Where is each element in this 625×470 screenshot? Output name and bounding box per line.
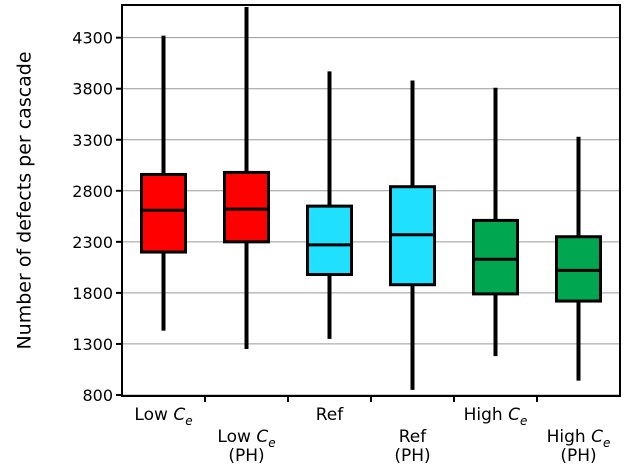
box-iqr bbox=[223, 170, 270, 244]
grid-lines bbox=[122, 37, 620, 396]
box-6 bbox=[555, 136, 602, 381]
y-tick-label: 2800 bbox=[72, 182, 113, 201]
box-iqr bbox=[306, 204, 353, 277]
x-category-label: Low Ce bbox=[134, 405, 192, 428]
y-axis-label: Number of defects per cascade bbox=[14, 51, 36, 349]
box-1 bbox=[140, 35, 187, 331]
y-tick-label: 1300 bbox=[72, 335, 113, 354]
y-tick-label: 4300 bbox=[72, 29, 113, 48]
x-category-sublabel: (PH) bbox=[228, 446, 264, 466]
plot-frame bbox=[121, 4, 621, 397]
y-tick-label: 800 bbox=[82, 386, 113, 405]
box-iqr bbox=[472, 218, 519, 296]
boxes bbox=[140, 7, 602, 390]
box-4 bbox=[389, 80, 436, 390]
box-5 bbox=[472, 87, 519, 357]
box-2 bbox=[223, 7, 270, 350]
x-category-label: High Ce bbox=[464, 405, 528, 428]
y-tick-label: 3800 bbox=[72, 80, 113, 99]
x-category-label: Ref bbox=[399, 427, 428, 447]
x-category-sublabel: (PH) bbox=[394, 446, 430, 466]
y-tick-label: 1800 bbox=[72, 284, 113, 303]
y-tick-label: 3300 bbox=[72, 131, 113, 150]
y-tick-label: 2300 bbox=[72, 233, 113, 252]
box-3 bbox=[306, 71, 353, 339]
y-axis-ticks: 800 1300 1800 2300 2800 3300 3800 4300 bbox=[72, 29, 122, 405]
x-category-label: High Ce bbox=[547, 427, 611, 450]
x-category-label: Low Ce bbox=[217, 427, 275, 450]
box-iqr bbox=[555, 235, 602, 303]
x-category-sublabel: (PH) bbox=[560, 446, 596, 466]
x-category-label: Ref bbox=[316, 405, 345, 425]
box-iqr bbox=[140, 172, 187, 254]
